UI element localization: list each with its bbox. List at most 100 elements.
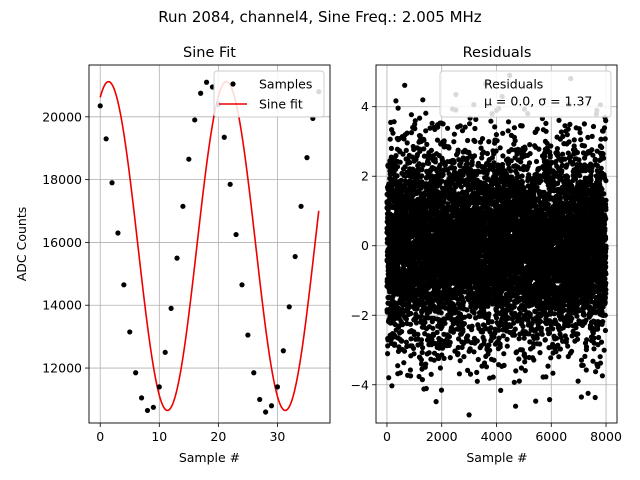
residual-point — [402, 82, 408, 88]
residual-point — [417, 133, 423, 139]
residual-point — [484, 150, 490, 157]
residual-point — [456, 371, 462, 377]
residual-point — [462, 124, 468, 130]
residual-point — [437, 365, 443, 371]
residual-point — [401, 348, 408, 354]
residual-point — [419, 173, 425, 179]
residual-point — [475, 356, 481, 363]
residual-point — [419, 349, 425, 356]
residual-point — [421, 153, 427, 159]
sine-fit-line-layer — [99, 80, 320, 412]
residual-point — [457, 358, 463, 364]
sample-point — [286, 304, 292, 310]
residual-point — [420, 345, 426, 351]
sine-fit-ytick-label: 18000 — [42, 172, 82, 187]
residual-point — [438, 387, 445, 393]
residual-point — [400, 151, 406, 157]
residual-point — [451, 139, 457, 145]
residual-point — [407, 367, 413, 373]
sample-point — [198, 90, 204, 96]
residual-point — [385, 351, 391, 357]
residual-point — [489, 319, 495, 325]
residual-point — [469, 323, 475, 329]
residual-point — [474, 369, 480, 375]
residuals-title: Residuals — [463, 45, 532, 61]
residual-point — [403, 316, 409, 322]
residual-point — [423, 361, 429, 367]
sample-point — [304, 155, 310, 161]
sample-point — [174, 255, 180, 261]
residual-point — [408, 179, 414, 185]
residual-point — [395, 105, 401, 111]
sine-fit-samples-layer — [97, 79, 322, 415]
sample-point — [233, 231, 239, 238]
residual-point — [418, 337, 425, 343]
residual-point — [472, 125, 478, 132]
residual-point — [466, 412, 472, 418]
sine-fit-ytick-label: 20000 — [42, 109, 82, 124]
residual-point — [430, 325, 436, 331]
residual-point — [455, 147, 461, 153]
residual-point — [412, 118, 418, 124]
residual-point — [395, 348, 402, 354]
residual-point — [512, 138, 518, 144]
residual-point — [493, 132, 499, 138]
residual-point — [486, 311, 492, 317]
residual-point — [408, 310, 414, 317]
sine-fit-legend: Samples Sine fit — [213, 70, 325, 118]
sample-point — [268, 403, 275, 409]
residual-point — [479, 136, 486, 142]
residual-point — [504, 336, 510, 342]
residual-point — [409, 154, 415, 160]
residual-point — [471, 310, 477, 316]
residual-point — [402, 164, 408, 170]
residual-point — [403, 339, 409, 345]
residual-point — [513, 403, 519, 409]
legend-samples-label: Samples — [259, 77, 312, 92]
sine-fit-title: Sine Fit — [183, 45, 236, 61]
residual-point — [388, 145, 394, 151]
residual-point — [493, 148, 499, 154]
residual-point — [393, 153, 399, 159]
residual-point — [441, 355, 447, 361]
residual-point — [483, 364, 490, 370]
residual-point — [441, 138, 447, 144]
residual-point — [465, 137, 471, 144]
residual-point — [461, 354, 467, 360]
residual-point — [426, 350, 432, 356]
residual-point — [423, 128, 429, 134]
residual-point — [404, 140, 410, 146]
residual-point — [512, 326, 518, 332]
sample-point — [192, 117, 198, 123]
residual-point — [387, 136, 393, 142]
sine-fit-axes-frame — [88, 64, 331, 424]
residual-point — [486, 139, 492, 145]
residual-point — [401, 136, 407, 142]
legend-samples-marker — [230, 81, 236, 87]
residual-point — [395, 363, 401, 369]
residual-point — [423, 385, 429, 392]
sample-point — [121, 282, 127, 288]
residual-point — [419, 377, 425, 383]
sample-point — [109, 180, 115, 186]
residual-point — [511, 125, 517, 131]
sine-fit-panel: Sine Fit 0 10 20 30120001400016000180002000… — [14, 45, 331, 465]
sample-point — [274, 384, 281, 390]
residual-point — [497, 145, 503, 151]
sine-fit-xtick-label: 10 — [151, 429, 167, 444]
residual-point — [426, 160, 432, 166]
residual-point — [494, 138, 500, 144]
residual-point — [417, 115, 423, 121]
sine-fit-ytick-label: 14000 — [42, 298, 82, 313]
residual-point — [420, 162, 426, 168]
residual-point — [406, 297, 412, 303]
residual-point — [455, 350, 461, 357]
residual-point — [407, 321, 414, 327]
sine-fit-xtick-label: 20 — [210, 429, 226, 444]
residual-point — [413, 320, 419, 326]
residual-point — [471, 153, 478, 159]
residual-point — [500, 153, 506, 159]
residual-point — [391, 119, 397, 125]
